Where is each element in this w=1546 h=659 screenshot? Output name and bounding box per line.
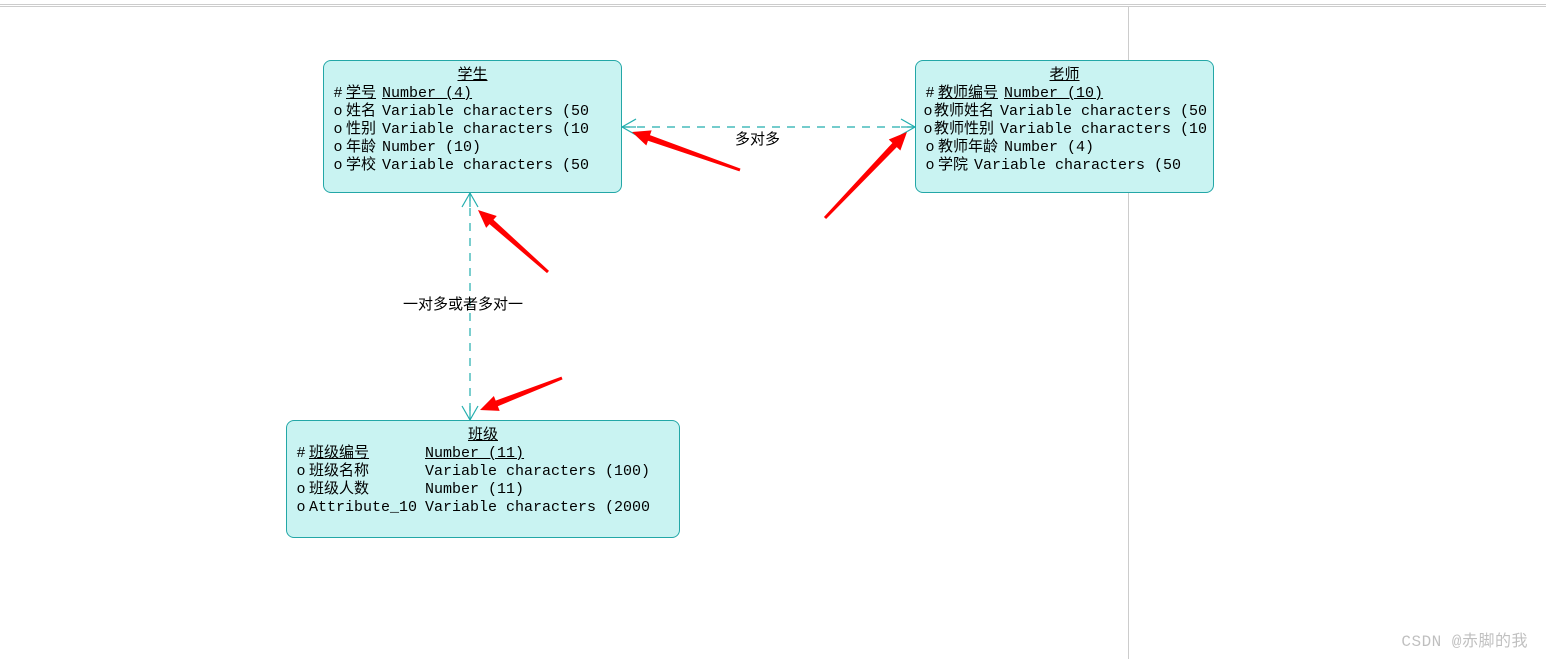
attr-type: Variable characters (50 (1000, 103, 1207, 121)
entity-rows: #学号Number (4)o姓名Variable characters (50o… (324, 85, 621, 181)
attr-marker: o (922, 157, 938, 175)
annotation-arrow (478, 210, 549, 273)
attr-marker: o (330, 139, 346, 157)
attr-name: 学校 (346, 157, 382, 175)
attr-type: Variable characters (50 (974, 157, 1207, 175)
attr-marker: o (293, 481, 309, 499)
relation-label-student-class: 一对多或者多对一 (403, 293, 523, 314)
attr-type: Variable characters (2000 (425, 499, 673, 517)
attr-marker: o (330, 103, 346, 121)
attr-type: Variable characters (10 (1000, 121, 1207, 139)
attr-name: 姓名 (346, 103, 382, 121)
attr-type: Variable characters (50 (382, 103, 615, 121)
attr-type: Variable characters (50 (382, 157, 615, 175)
attr-name: 年龄 (346, 139, 382, 157)
entity-title: 班级 (287, 421, 679, 445)
attribute-row: o班级名称Variable characters (100) (293, 463, 673, 481)
annotation-arrow (480, 377, 563, 411)
attr-marker: # (922, 85, 938, 103)
attr-marker: o (922, 139, 938, 157)
attr-type: Number (11) (425, 481, 673, 499)
attr-type: Number (4) (1004, 139, 1207, 157)
attribute-row: o教师性别Variable characters (10 (922, 121, 1207, 139)
entity-class[interactable]: 班级#班级编号Number (11)o班级名称Variable characte… (286, 420, 680, 538)
attribute-row: #教师编号Number (10) (922, 85, 1207, 103)
attr-name: 性别 (346, 121, 382, 139)
attribute-row: o年龄Number (10) (330, 139, 615, 157)
attr-type: Number (4) (382, 85, 615, 103)
attr-name: 教师姓名 (934, 103, 1000, 121)
attr-marker: # (330, 85, 346, 103)
entity-title: 学生 (324, 61, 621, 85)
attr-marker: o (330, 157, 346, 175)
attr-marker: # (293, 445, 309, 463)
er-diagram-canvas: 学生#学号Number (4)o姓名Variable characters (5… (0, 0, 1546, 659)
entity-title: 老师 (916, 61, 1213, 85)
attr-name: 教师编号 (938, 85, 1004, 103)
attr-marker: o (922, 103, 934, 121)
entity-rows: #班级编号Number (11)o班级名称Variable characters… (287, 445, 679, 523)
entity-rows: #教师编号Number (10)o教师姓名Variable characters… (916, 85, 1213, 181)
entity-student[interactable]: 学生#学号Number (4)o姓名Variable characters (5… (323, 60, 622, 193)
annotation-arrow (632, 130, 740, 171)
attribute-row: o姓名Variable characters (50 (330, 103, 615, 121)
attr-marker: o (330, 121, 346, 139)
attr-type: Variable characters (100) (425, 463, 673, 481)
attr-type: Number (11) (425, 445, 673, 463)
attr-name: 学院 (938, 157, 974, 175)
attribute-row: o性别Variable characters (10 (330, 121, 615, 139)
watermark: CSDN @赤脚的我 (1401, 627, 1528, 651)
attr-name: 教师性别 (934, 121, 1000, 139)
attr-name: 学号 (346, 85, 382, 103)
attr-name: Attribute_10 (309, 499, 425, 517)
attr-marker: o (922, 121, 934, 139)
attribute-row: o学院Variable characters (50 (922, 157, 1207, 175)
attr-type: Number (10) (1004, 85, 1207, 103)
attr-marker: o (293, 499, 309, 517)
diagram-overlay (0, 0, 1546, 659)
attribute-row: #学号Number (4) (330, 85, 615, 103)
attr-name: 班级编号 (309, 445, 425, 463)
attribute-row: o学校Variable characters (50 (330, 157, 615, 175)
attr-name: 班级名称 (309, 463, 425, 481)
attr-marker: o (293, 463, 309, 481)
attribute-row: o班级人数Number (11) (293, 481, 673, 499)
attr-type: Number (10) (382, 139, 615, 157)
entity-teacher[interactable]: 老师#教师编号Number (10)o教师姓名Variable characte… (915, 60, 1214, 193)
attr-name: 教师年龄 (938, 139, 1004, 157)
annotation-arrow (824, 132, 907, 219)
relation-label-student-teacher: 多对多 (735, 128, 780, 149)
attribute-row: oAttribute_10Variable characters (2000 (293, 499, 673, 517)
attr-type: Variable characters (10 (382, 121, 615, 139)
attribute-row: o教师姓名Variable characters (50 (922, 103, 1207, 121)
attribute-row: o教师年龄Number (4) (922, 139, 1207, 157)
attribute-row: #班级编号Number (11) (293, 445, 673, 463)
attr-name: 班级人数 (309, 481, 425, 499)
